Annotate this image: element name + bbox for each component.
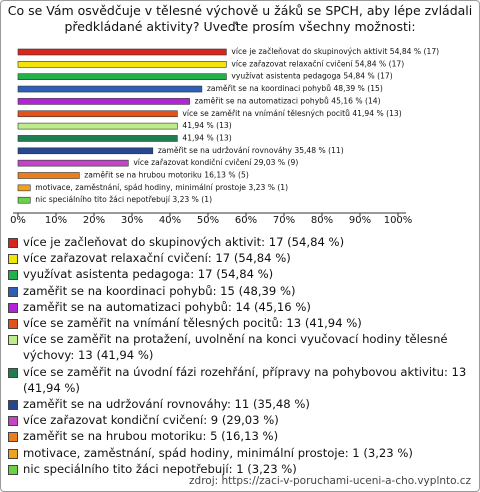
label-bg	[82, 170, 251, 181]
legend-label: více je začleňovat do skupinových aktivi…	[23, 235, 345, 249]
label-bg	[180, 133, 234, 144]
legend-item: více se zaměřit na úvodní fázi rozehřání…	[8, 364, 474, 396]
label-bg	[131, 158, 301, 169]
bar-label: 41,94 % (13)	[182, 121, 231, 130]
legend-label: více se zaměřit na protažení, uvolnění n…	[23, 332, 448, 363]
bar-label: více zařazovat relaxační cvičení 54,84 %…	[231, 59, 404, 68]
x-tick-label: 0%	[10, 215, 26, 226]
plot: 0% 10% 20% 30% 40% 50% 60% 70% 80% 90% 100% více je…	[10, 47, 442, 226]
legend-swatch	[8, 286, 18, 297]
legend-item: více zařazovat relaxační cvičení: 17 (54…	[8, 250, 474, 266]
bar	[17, 135, 178, 142]
label-bg	[180, 121, 234, 132]
bar	[17, 98, 190, 105]
legend-label: zaměřit se na udržování rovnováhy: 11 (3…	[23, 397, 310, 412]
source: zdroj: https://zaci-v-poruchami-uceni-a-…	[189, 475, 471, 487]
x-tick-label: 30%	[121, 215, 143, 226]
bar	[17, 147, 154, 155]
bar-label: více se zaměřit na vnímání tělesných poc…	[182, 109, 401, 118]
legend-item: více je začleňovat do skupinových aktivi…	[8, 234, 474, 250]
legend-swatch	[8, 335, 18, 346]
legend-swatch	[8, 448, 18, 459]
bar-label: více zařazovat kondiční cvičení 29,03 % …	[133, 158, 298, 167]
bar	[17, 48, 227, 56]
legend-label: více se zaměřit na úvodní fázi rozehřání…	[23, 364, 467, 395]
label-bg	[33, 195, 215, 206]
x-tick-label: 20%	[83, 215, 105, 226]
bar-label: zaměřit se na hrubou motoriku 16,13 % (5…	[84, 171, 249, 180]
legend-swatch	[8, 254, 18, 265]
x-tick-label: 60%	[235, 215, 257, 226]
bar-label: zaměřit se na koordinaci pohybů 48,39 % …	[207, 84, 383, 93]
legend-swatch	[8, 464, 18, 475]
bar	[17, 172, 80, 179]
label-bg	[155, 145, 346, 156]
bar-label: motivace, zaměstnání, spád hodiny, minim…	[35, 183, 288, 192]
x-tick-label: 40%	[159, 215, 181, 226]
label-bg	[204, 84, 385, 95]
bar	[17, 196, 31, 204]
bar	[17, 184, 31, 192]
bar-label: nic speciálního tito žáci nepotřebují 3,…	[35, 195, 212, 204]
legend-swatch	[8, 400, 18, 411]
bar-label: více je začleňovat do skupinových aktivi…	[231, 47, 439, 56]
bar-label: zaměřit se na udržování rovnováhy 35,48 …	[158, 146, 344, 155]
bar	[17, 122, 178, 130]
legend-item: zaměřit se na hrubou motoriku: 5 (16,13 …	[8, 428, 474, 444]
label-bg	[33, 182, 291, 193]
legend-label: zaměřit se na hrubou motoriku: 5 (16,13 …	[23, 429, 279, 444]
legend-label: využívat asistenta pedagoga: 17 (54,84 %…	[23, 267, 274, 282]
legend-item: více zařazovat kondiční cvičení: 9 (29,0…	[8, 412, 474, 428]
legend-swatch	[8, 302, 18, 313]
bar-label: využívat asistenta pedagoga 54,84 % (17)	[231, 72, 392, 81]
legend-item: zaměřit se na koordinaci pohybů: 15 (48,…	[8, 283, 474, 299]
legend-swatch	[8, 416, 18, 427]
legend-label: více se zaměřit na vnímání tělesných poc…	[23, 316, 362, 331]
legend-item: více se zaměřit na protažení, uvolnění n…	[8, 331, 474, 363]
legend-item: využívat asistenta pedagoga: 17 (54,84 %…	[8, 266, 474, 282]
x-tick-label: 80%	[311, 215, 333, 226]
bar-label: zaměřit se na automatizaci pohybů 45,16 …	[195, 96, 381, 105]
legend-swatch	[8, 432, 18, 443]
bar	[17, 73, 227, 80]
bar	[17, 85, 203, 93]
x-tick-label: 100%	[384, 215, 413, 226]
legend-label: více zařazovat relaxační cvičení: 17 (54…	[23, 251, 291, 266]
legend-item: zaměřit se na automatizaci pohybů: 14 (4…	[8, 299, 474, 315]
x-tick-label: 50%	[197, 215, 219, 226]
label-bg	[192, 96, 383, 107]
legend-label: motivace, zaměstnání, spád hodiny, minim…	[23, 445, 413, 460]
legend-swatch	[8, 238, 18, 248]
legend: více je začleňovat do skupinových aktivi…	[8, 234, 474, 477]
legend-swatch	[8, 367, 18, 378]
legend-label: zaměřit se na koordinaci pohybů: 15 (48,…	[23, 283, 296, 298]
chart-title: Co se Vám osvědčuje v tělesné výchově u …	[7, 3, 473, 34]
bar-label: 41,94 % (13)	[182, 133, 231, 142]
legend-item: více se zaměřit na vnímání tělesných poc…	[8, 315, 474, 331]
bar	[17, 159, 129, 167]
legend-label: více zařazovat kondiční cvičení: 9 (29,0…	[23, 413, 279, 428]
legend-item: nic speciálního tito žáci nepotřebují: 1…	[8, 461, 474, 477]
legend-item: zaměřit se na udržování rovnováhy: 11 (3…	[8, 396, 474, 412]
label-bg	[229, 71, 395, 82]
label-bg	[229, 59, 407, 70]
x-tick-label: 10%	[45, 215, 67, 226]
legend-swatch	[8, 270, 18, 281]
bar	[17, 61, 227, 68]
label-bg	[180, 108, 404, 119]
legend-label: nic speciálního tito žáci nepotřebují: 1…	[23, 461, 297, 476]
legend-label: zaměřit se na automatizaci pohybů: 14 (4…	[23, 299, 311, 314]
bar	[17, 110, 178, 118]
label-bg	[229, 47, 442, 57]
legend-swatch	[8, 319, 18, 330]
legend-item: motivace, zaměstnání, spád hodiny, minim…	[8, 445, 474, 461]
x-tick-label: 70%	[273, 215, 295, 226]
x-tick-label: 90%	[349, 215, 371, 226]
